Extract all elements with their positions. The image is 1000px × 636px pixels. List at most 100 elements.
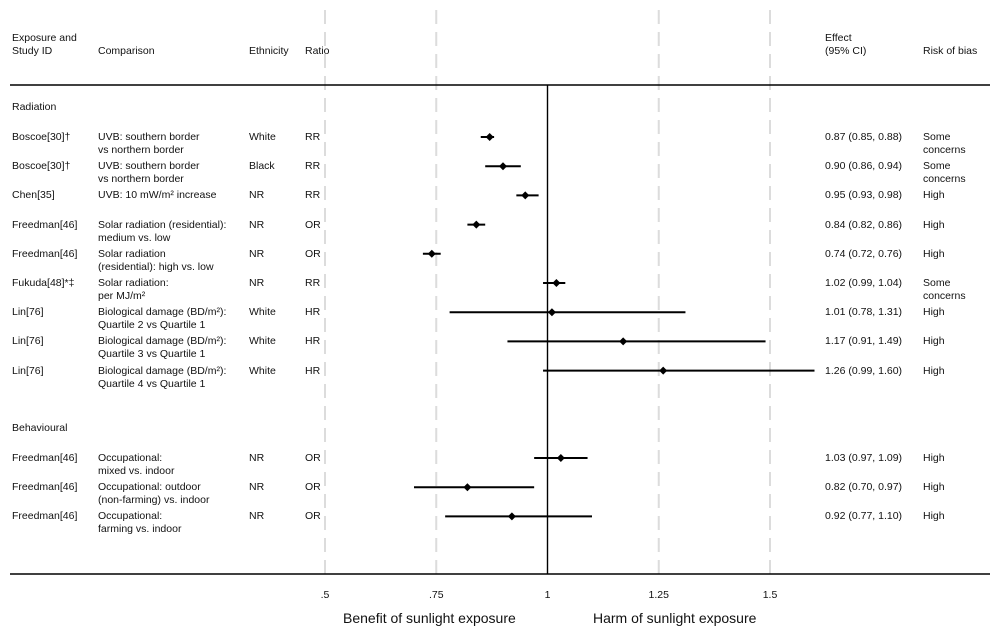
ethnicity: NR: [249, 247, 265, 260]
tick-label: 1.25: [649, 589, 670, 601]
comparison: Occupational: farming vs. indoor: [98, 510, 182, 536]
study-id: Freedman[46]: [12, 481, 78, 494]
risk-of-bias: High: [923, 247, 945, 260]
comparison: Biological damage (BD/m²): Quartile 3 vs…: [98, 335, 227, 361]
ratio-type: HR: [305, 335, 321, 348]
section-title: Radiation: [12, 101, 57, 113]
header-risk-of-bias: Risk of bias: [923, 45, 978, 57]
risk-of-bias: Some concerns: [923, 131, 966, 156]
comparison: Occupational: outdoor (non-farming) vs. …: [98, 481, 210, 507]
study-id: Boscoe[30]†: [12, 131, 71, 143]
effect-ci: 1.17 (0.91, 1.49): [825, 335, 903, 348]
ethnicity: NR: [249, 452, 265, 464]
effect-ci: 0.92 (0.77, 1.10): [825, 510, 903, 523]
ratio-type: RR: [305, 277, 321, 289]
ratio-type: RR: [305, 160, 321, 173]
footer-benefit-label: Benefit of sunlight exposure: [343, 610, 516, 626]
effect-ci: 0.84 (0.82, 0.86): [825, 218, 903, 231]
study-id: Freedman[46]: [12, 218, 78, 231]
header-exposure: Exposure and Study ID: [12, 32, 77, 57]
study-id: Freedman[46]: [12, 247, 78, 260]
tick-label: .75: [429, 589, 444, 601]
study-id: Lin[76]: [12, 306, 44, 319]
point-estimate: [659, 366, 668, 375]
ethnicity: White: [249, 364, 276, 377]
ethnicity: Black: [249, 160, 275, 173]
risk-of-bias: High: [923, 218, 945, 231]
study-id: Chen[35]: [12, 189, 55, 202]
risk-of-bias: Some concerns: [923, 160, 966, 186]
ethnicity: NR: [249, 510, 265, 523]
ratio-type: RR: [305, 189, 321, 202]
point-estimate: [556, 454, 565, 462]
point-estimate: [521, 191, 530, 200]
ethnicity: NR: [249, 218, 265, 231]
ratio-type: RR: [305, 131, 321, 143]
ratio-type: OR: [305, 510, 321, 523]
ethnicity: NR: [249, 481, 265, 494]
risk-of-bias: High: [923, 364, 945, 377]
footer-harm-label: Harm of sunlight exposure: [593, 610, 757, 626]
header-comparison: Comparison: [98, 45, 155, 57]
point-estimate: [547, 308, 556, 317]
comparison: Solar radiation: per MJ/m²: [98, 277, 169, 302]
header-ethnicity: Ethnicity: [249, 45, 289, 57]
point-estimate: [463, 483, 472, 492]
point-estimate: [472, 220, 481, 229]
ethnicity: White: [249, 335, 276, 348]
effect-ci: 1.26 (0.99, 1.60): [825, 364, 903, 377]
risk-of-bias: High: [923, 189, 945, 202]
effect-ci: 1.01 (0.78, 1.31): [825, 306, 903, 319]
point-estimate: [552, 279, 561, 287]
study-id: Fukuda[48]*‡: [12, 277, 75, 289]
comparison: Biological damage (BD/m²): Quartile 4 vs…: [98, 364, 227, 390]
comparison: UVB: southern border vs northern border: [98, 131, 200, 156]
effect-ci: 1.03 (0.97, 1.09): [825, 452, 903, 464]
ratio-type: OR: [305, 452, 321, 464]
comparison: Occupational: mixed vs. indoor: [98, 452, 175, 477]
point-estimate: [427, 249, 436, 258]
comparison: Biological damage (BD/m²): Quartile 2 vs…: [98, 306, 227, 332]
section-title: Behavioural: [12, 422, 68, 434]
tick-label: 1: [545, 589, 551, 601]
comparison: UVB: 10 mW/m² increase: [98, 189, 217, 202]
risk-of-bias: High: [923, 481, 945, 494]
point-estimate: [499, 162, 507, 171]
effect-ci: 0.82 (0.70, 0.97): [825, 481, 903, 494]
comparison: Solar radiation (residential): high vs. …: [98, 247, 214, 273]
tick-label: .5: [321, 589, 330, 601]
point-estimate: [485, 133, 494, 141]
ethnicity: NR: [249, 277, 265, 289]
tick-label: 1.5: [763, 589, 778, 601]
study-id: Freedman[46]: [12, 510, 78, 523]
risk-of-bias: High: [923, 510, 945, 523]
point-estimate: [507, 512, 516, 521]
point-estimate: [619, 337, 628, 346]
header-effect: Effect (95% CI): [825, 32, 867, 57]
comparison: Solar radiation (residential): medium vs…: [98, 218, 227, 244]
ethnicity: White: [249, 131, 276, 143]
effect-ci: 1.02 (0.99, 1.04): [825, 277, 903, 289]
ratio-type: OR: [305, 218, 321, 231]
ratio-type: OR: [305, 247, 321, 260]
risk-of-bias: High: [923, 335, 945, 348]
study-id: Lin[76]: [12, 335, 44, 348]
effect-ci: 0.74 (0.72, 0.76): [825, 247, 903, 260]
risk-of-bias: Some concerns: [923, 277, 966, 302]
study-id: Boscoe[30]†: [12, 160, 71, 173]
ratio-type: HR: [305, 364, 321, 377]
ratio-type: HR: [305, 306, 321, 319]
comparison: UVB: southern border vs northern border: [98, 160, 200, 186]
risk-of-bias: High: [923, 452, 945, 464]
ethnicity: White: [249, 306, 276, 319]
study-id: Freedman[46]: [12, 452, 78, 464]
effect-ci: 0.95 (0.93, 0.98): [825, 189, 903, 202]
risk-of-bias: High: [923, 306, 945, 319]
ratio-type: OR: [305, 481, 321, 494]
ethnicity: NR: [249, 189, 265, 202]
effect-ci: 0.90 (0.86, 0.94): [825, 160, 903, 173]
effect-ci: 0.87 (0.85, 0.88): [825, 131, 903, 143]
study-id: Lin[76]: [12, 364, 44, 377]
header-ratio: Ratio: [305, 45, 330, 57]
